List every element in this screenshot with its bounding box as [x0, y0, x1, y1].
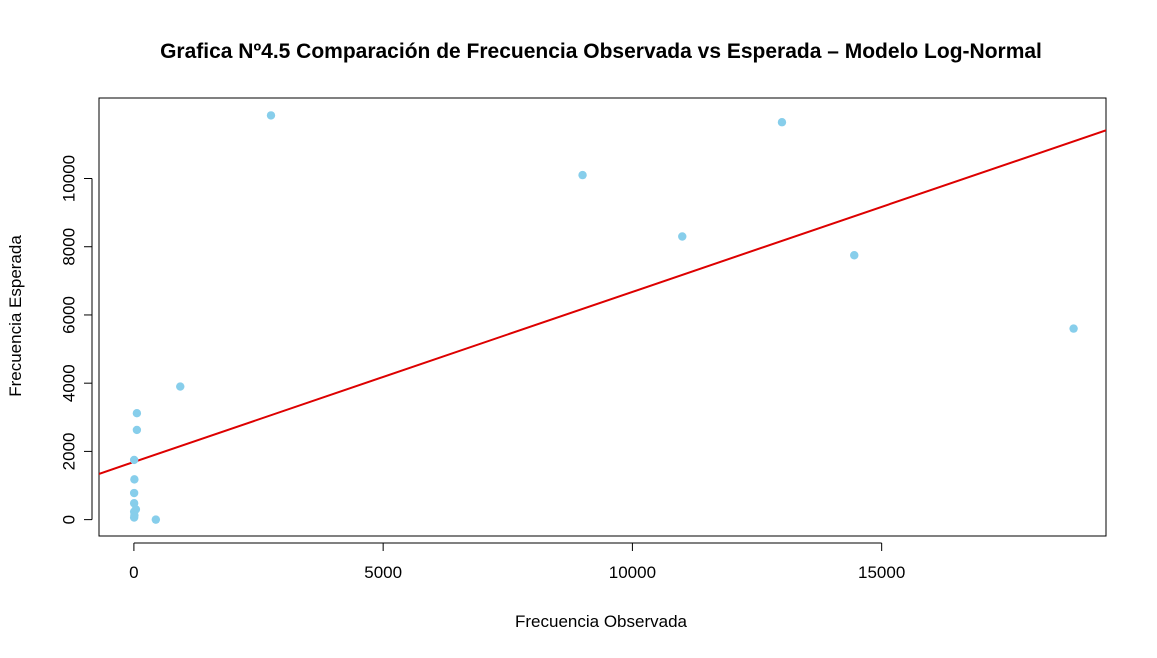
data-point: [129, 513, 139, 522]
data-point: [266, 111, 276, 120]
data-point: [850, 251, 859, 260]
y-tick-label: 10000: [60, 155, 79, 202]
x-tick-label: 15000: [858, 563, 905, 582]
data-point: [678, 232, 687, 241]
x-axis-label: Frecuencia Observada: [515, 612, 688, 631]
x-tick-label: 5000: [364, 563, 402, 582]
points-layer: [129, 111, 1078, 524]
y-tick-label: 8000: [60, 228, 79, 266]
data-point: [132, 425, 142, 435]
y-tick-label: 2000: [60, 432, 79, 470]
data-point: [130, 475, 139, 484]
data-point: [777, 118, 787, 127]
y-tick-label: 6000: [60, 296, 79, 334]
y-axis: 0 2000 4000 6000 8000 10000: [60, 155, 93, 524]
data-point: [1069, 324, 1078, 333]
y-tick-label: 0: [60, 515, 79, 524]
chart-title: Grafica Nº4.5 Comparación de Frecuencia …: [160, 40, 1042, 63]
data-point: [132, 408, 142, 418]
data-point: [129, 455, 139, 465]
x-tick-label: 10000: [609, 563, 656, 582]
fit-line-layer: [99, 129, 1106, 475]
data-point: [129, 488, 139, 498]
y-tick-label: 4000: [60, 364, 79, 402]
data-point: [151, 515, 161, 524]
x-axis: 0 5000 10000 15000: [129, 542, 905, 582]
y-axis-label: Frecuencia Esperada: [6, 235, 25, 397]
regression-line: [99, 129, 1106, 475]
x-tick-label: 0: [129, 563, 138, 582]
plot-frame: [98, 97, 1107, 537]
data-point: [578, 170, 587, 180]
data-point: [176, 382, 185, 391]
